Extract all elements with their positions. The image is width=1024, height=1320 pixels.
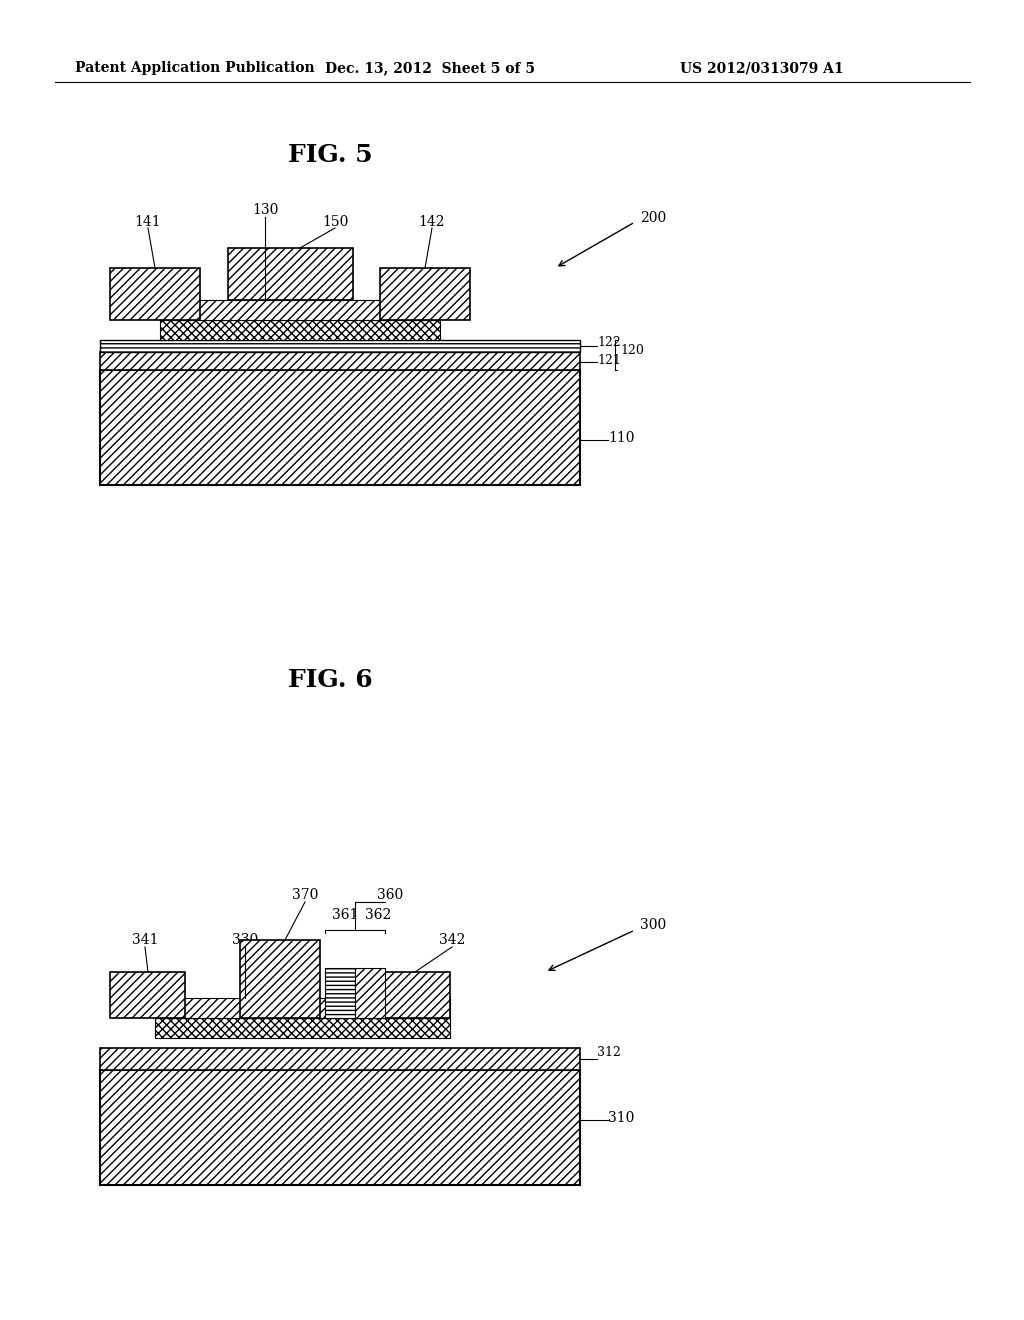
- Bar: [110, 972, 185, 1018]
- Bar: [155, 1018, 450, 1038]
- Text: 362: 362: [365, 908, 391, 921]
- Text: 342: 342: [439, 933, 465, 946]
- Bar: [100, 1048, 580, 1071]
- Text: US 2012/0313079 A1: US 2012/0313079 A1: [680, 61, 844, 75]
- Text: 360: 360: [377, 888, 403, 902]
- Text: 370: 370: [292, 888, 318, 902]
- Text: Dec. 13, 2012  Sheet 5 of 5: Dec. 13, 2012 Sheet 5 of 5: [325, 61, 535, 75]
- Bar: [325, 968, 355, 1018]
- Bar: [100, 370, 580, 484]
- Text: 312: 312: [597, 1045, 621, 1059]
- Text: 150: 150: [322, 215, 348, 228]
- Bar: [155, 998, 450, 1018]
- Bar: [228, 248, 353, 300]
- Bar: [100, 352, 580, 370]
- Bar: [100, 1071, 580, 1185]
- Bar: [160, 319, 440, 341]
- Text: 330: 330: [231, 933, 258, 946]
- Text: FIG. 5: FIG. 5: [288, 143, 373, 168]
- Text: 361: 361: [332, 908, 358, 921]
- Bar: [380, 268, 470, 319]
- Bar: [160, 300, 440, 319]
- Text: 130: 130: [252, 203, 279, 216]
- Bar: [375, 972, 450, 1018]
- Text: 200: 200: [640, 211, 667, 224]
- Bar: [110, 268, 200, 319]
- Text: 121: 121: [597, 354, 621, 367]
- Text: 110: 110: [608, 432, 635, 445]
- Text: 310: 310: [608, 1111, 635, 1125]
- Text: 122: 122: [597, 335, 621, 348]
- Text: FIG. 6: FIG. 6: [288, 668, 373, 692]
- Text: 141: 141: [135, 215, 162, 228]
- Text: 341: 341: [132, 933, 159, 946]
- Bar: [240, 940, 319, 1018]
- Text: 300: 300: [640, 917, 667, 932]
- Bar: [355, 968, 385, 1018]
- Text: 142: 142: [419, 215, 445, 228]
- Bar: [100, 341, 580, 352]
- Text: Patent Application Publication: Patent Application Publication: [75, 61, 314, 75]
- Text: 120: 120: [620, 345, 644, 358]
